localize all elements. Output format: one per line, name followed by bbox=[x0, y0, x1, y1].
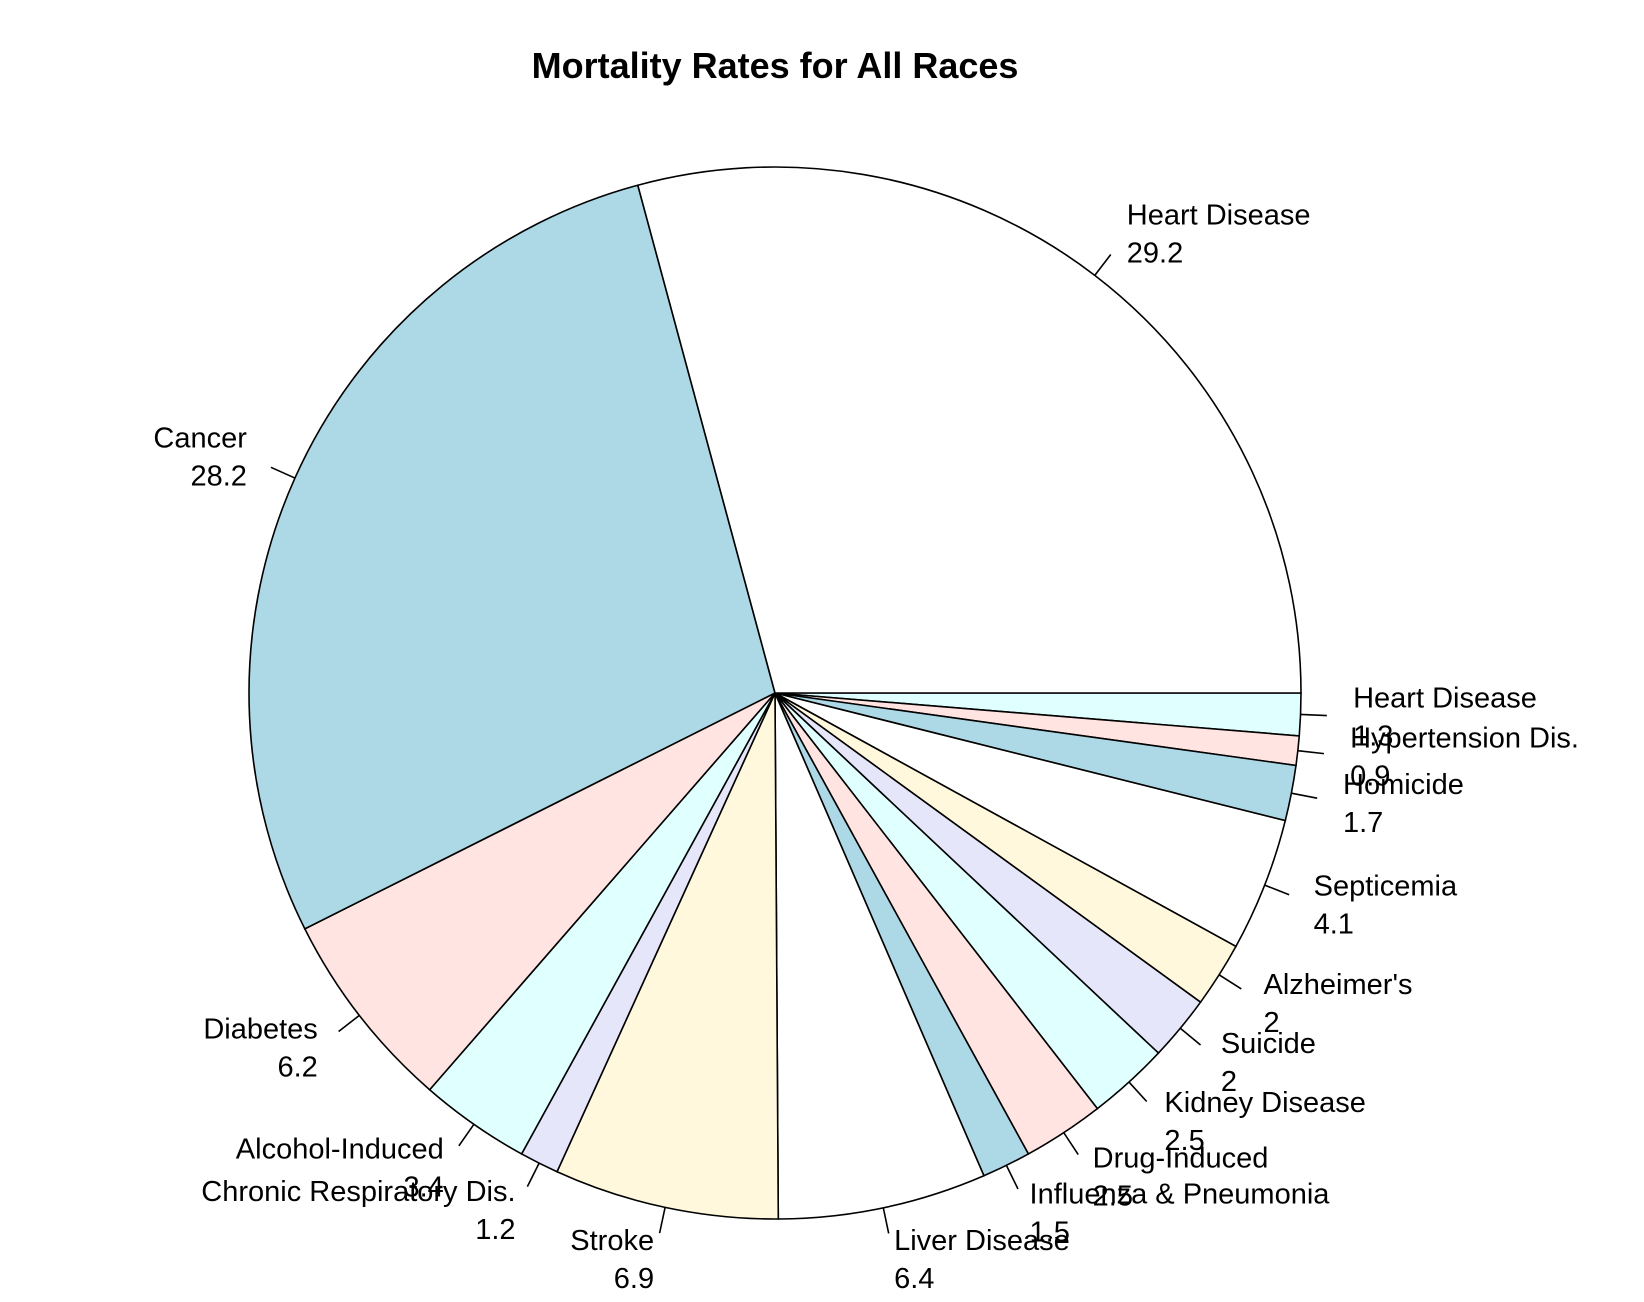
slice-value-label: 29.2 bbox=[1127, 238, 1183, 270]
slice-label: Alcohol-Induced bbox=[236, 1133, 444, 1165]
slice-value-label: 2 bbox=[1264, 1007, 1280, 1039]
label-tick bbox=[1094, 253, 1112, 276]
slice-label: Alzheimer's bbox=[1264, 969, 1413, 1001]
slice-value-label: 6.2 bbox=[277, 1052, 317, 1084]
chart-title: Mortality Rates for All Races bbox=[532, 45, 1019, 86]
slice-value-label: 2.5 bbox=[1164, 1125, 1204, 1157]
slice-label: Hypertension Dis. bbox=[1350, 722, 1579, 754]
label-tick bbox=[1063, 1132, 1079, 1156]
label-tick bbox=[882, 1207, 890, 1234]
label-tick bbox=[1297, 749, 1325, 755]
slice-value-label: 3.4 bbox=[403, 1171, 443, 1203]
slice-label: Heart Disease bbox=[1127, 200, 1311, 232]
slice-value-label: 4.1 bbox=[1314, 908, 1354, 940]
slice-label: Suicide bbox=[1221, 1028, 1316, 1060]
slice-label: Diabetes bbox=[203, 1014, 317, 1046]
slice-value-label: 0.9 bbox=[1350, 760, 1390, 792]
label-tick bbox=[338, 1014, 360, 1033]
slice-label: Kidney Disease bbox=[1164, 1087, 1366, 1119]
pie-slice bbox=[303, 692, 776, 1091]
slice-label: Heart Disease bbox=[1353, 683, 1537, 715]
label-tick bbox=[1128, 1081, 1148, 1103]
pie-slice bbox=[636, 166, 1302, 694]
label-tick bbox=[1218, 974, 1242, 990]
label-tick bbox=[1291, 792, 1318, 799]
slice-label: Stroke bbox=[570, 1225, 654, 1257]
slice-value-label: 1.5 bbox=[1030, 1217, 1070, 1249]
pie-slice bbox=[248, 184, 776, 930]
slice-label: Liver Disease bbox=[894, 1225, 1070, 1257]
slice-label: Homicide bbox=[1343, 769, 1464, 801]
slice-value-label: 2.5 bbox=[1093, 1181, 1133, 1213]
label-tick bbox=[526, 1162, 540, 1188]
slice-label: Cancer bbox=[153, 423, 247, 455]
label-tick bbox=[658, 1207, 666, 1234]
slice-value-label: 1.7 bbox=[1343, 807, 1383, 839]
label-ticks bbox=[270, 253, 1327, 1234]
label-tick bbox=[1005, 1165, 1019, 1190]
slice-label: Chronic Respiratory Dis. bbox=[201, 1176, 515, 1208]
slice-label: Drug-Induced bbox=[1093, 1143, 1269, 1175]
slice-value-label: 28.2 bbox=[190, 461, 246, 493]
slice-label: Septicemia bbox=[1314, 870, 1458, 902]
slice-label: Influenza & Pneumonia bbox=[1030, 1179, 1331, 1211]
label-tick bbox=[1300, 713, 1327, 717]
slice-value-label: 6.9 bbox=[614, 1263, 654, 1295]
slice-value-label: 6.4 bbox=[894, 1263, 934, 1295]
slice-value-label: 1.2 bbox=[475, 1214, 515, 1246]
slice-value-label: 1.3 bbox=[1353, 721, 1393, 753]
label-tick bbox=[458, 1123, 475, 1147]
pie-slices bbox=[248, 166, 1302, 1220]
label-tick bbox=[1264, 884, 1290, 896]
label-tick bbox=[270, 466, 296, 479]
slice-value-label: 2 bbox=[1221, 1066, 1237, 1098]
label-tick bbox=[1179, 1027, 1202, 1046]
